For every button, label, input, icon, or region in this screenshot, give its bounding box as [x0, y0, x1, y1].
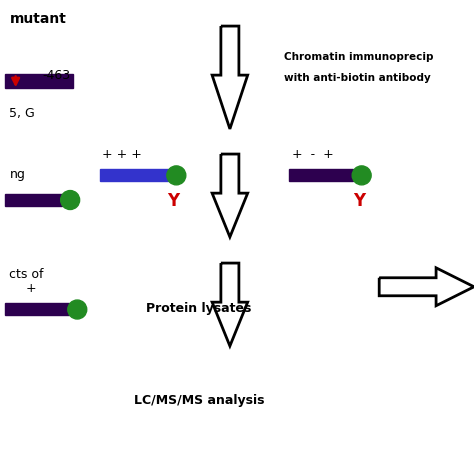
Text: Protein lysates: Protein lysates: [146, 302, 252, 315]
Bar: [5, 74, 73, 88]
Polygon shape: [379, 268, 474, 306]
Text: cts of: cts of: [9, 268, 44, 281]
Text: 5, G: 5, G: [9, 107, 35, 119]
Bar: [5, 303, 69, 315]
Polygon shape: [212, 263, 247, 346]
Text: +: +: [26, 282, 36, 295]
Bar: [289, 169, 353, 181]
Text: LC/MS/MS analysis: LC/MS/MS analysis: [134, 394, 264, 407]
Text: Y: Y: [353, 192, 365, 210]
Text: -463: -463: [43, 69, 71, 82]
Circle shape: [61, 191, 80, 210]
Text: with anti-biotin antibody: with anti-biotin antibody: [284, 73, 431, 83]
Text: ng: ng: [9, 168, 25, 181]
Text: +  -  +: + - +: [292, 148, 333, 161]
Text: Y: Y: [167, 192, 179, 210]
Text: Chromatin immunoprecip: Chromatin immunoprecip: [284, 52, 434, 62]
Text: + + +: + + +: [102, 148, 142, 161]
Polygon shape: [212, 26, 247, 129]
Polygon shape: [212, 154, 247, 237]
Bar: [100, 169, 168, 181]
Text: mutant: mutant: [9, 12, 66, 26]
Circle shape: [68, 300, 87, 319]
Bar: [5, 194, 62, 206]
Circle shape: [167, 166, 186, 185]
Circle shape: [352, 166, 371, 185]
